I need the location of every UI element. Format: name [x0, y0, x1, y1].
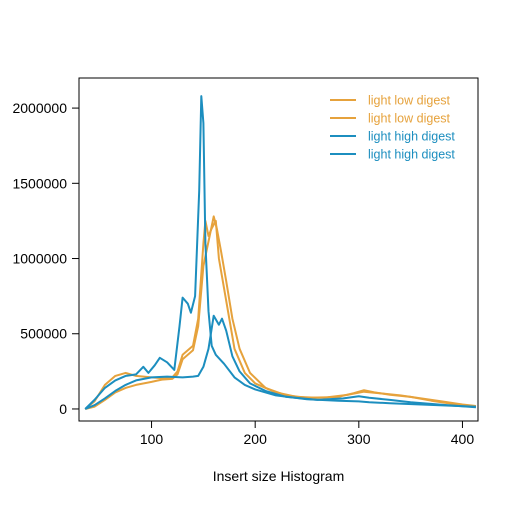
series-line-3 [84, 95, 476, 410]
y-tick-label: 1500000 [12, 175, 67, 191]
series-line-2 [84, 215, 477, 410]
x-tick-label: 300 [347, 431, 371, 447]
series-line-4 [84, 314, 476, 410]
x-tick-label: 200 [244, 431, 268, 447]
x-axis-title: Insert size Histogram [213, 468, 344, 484]
y-tick-label: 2000000 [12, 100, 67, 116]
x-axis: 100 200 300 400 [140, 421, 474, 447]
y-tick-label: 1000000 [12, 251, 67, 267]
x-tick-label: 100 [140, 431, 164, 447]
legend-label: light low digest [368, 94, 451, 108]
legend-label: light low digest [368, 112, 451, 126]
y-axis: 0 500000 1000000 1500000 2000000 [12, 100, 79, 417]
legend-label: light high digest [368, 130, 455, 144]
legend: light low digest light low digest light hi… [330, 94, 455, 162]
legend-label: light high digest [368, 148, 455, 162]
x-tick-label: 400 [451, 431, 475, 447]
y-tick-label: 0 [59, 401, 67, 417]
series-layer [84, 95, 477, 410]
plot-frame [78, 77, 479, 422]
y-tick-label: 500000 [20, 326, 67, 342]
